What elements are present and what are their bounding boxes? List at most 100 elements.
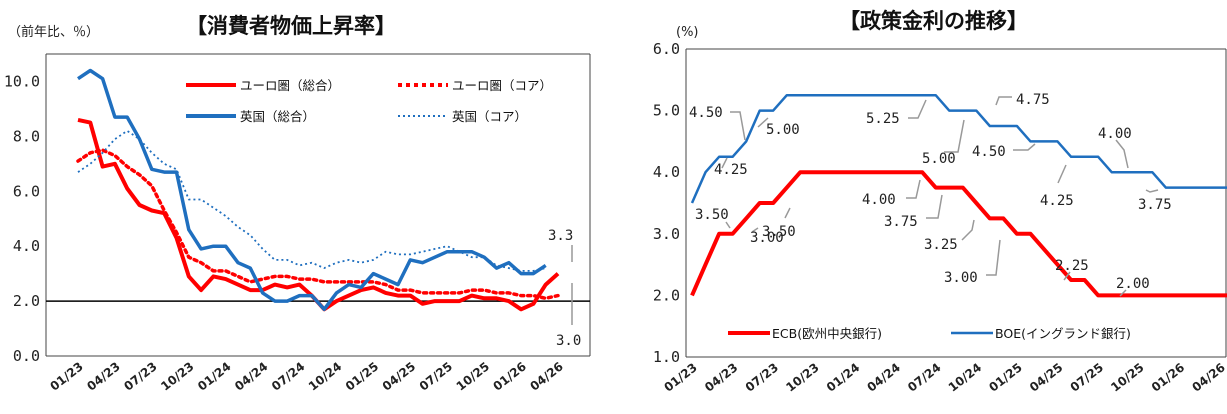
leader-ecb-375 <box>926 194 943 219</box>
annotation-boe-425b: 4.25 <box>1040 193 1074 209</box>
legend-label-boe: BOE(イングランド銀行) <box>995 326 1131 341</box>
boe-annotations <box>721 96 1159 193</box>
rate-y-tick-label: 1.0 <box>653 348 680 366</box>
ecb-annotations <box>725 179 1127 297</box>
leader-boe-500b <box>944 119 965 153</box>
rate-series-line-1 <box>690 93 1227 204</box>
cpi-y-tick-label: 6.0 <box>13 182 40 200</box>
annotation-boe-525: 5.25 <box>866 111 900 127</box>
leader-ecb-300b <box>986 239 1001 276</box>
cpi-x-tick-label: 10/25 <box>454 359 492 393</box>
annotation-ecb-400: 4.00 <box>862 192 896 208</box>
leader-ecb-200 <box>1119 289 1127 297</box>
leader-ecb-400 <box>906 179 921 199</box>
annotation-boe-375: 3.75 <box>1138 197 1172 213</box>
policy-rate-chart-title: 【政策金利の推移】 <box>839 9 1028 33</box>
rate-y-tick-label: 3.0 <box>653 225 680 243</box>
leader-boe-425 <box>721 157 728 169</box>
annotation-boe-500b: 5.00 <box>922 151 956 167</box>
annotation-ecb-300: 3.00 <box>750 230 784 246</box>
cpi-x-tick-label: 07/23 <box>121 359 159 393</box>
leader-boe-425b <box>1057 164 1067 184</box>
rate-x-tick-label: 07/24 <box>905 360 943 394</box>
annotation-ecb-300b: 3.00 <box>944 270 978 286</box>
leader-ecb-325 <box>961 219 975 241</box>
rate-x-tick-label: 01/26 <box>1149 360 1187 394</box>
cpi-y-tick-label: 4.0 <box>13 237 40 255</box>
rate-x-tick-label: 07/25 <box>1068 360 1106 394</box>
leader-boe-525 <box>908 99 927 119</box>
rate-y-tick-label: 2.0 <box>653 286 680 304</box>
leader-boe-475 <box>995 96 1012 106</box>
cpi-y-tick-label: 0.0 <box>13 347 40 365</box>
rate-x-tick-label: 07/23 <box>743 360 781 394</box>
cpi-x-tick-label: 07/24 <box>269 359 307 393</box>
leader-ecb-350a <box>725 221 731 229</box>
legend-label-uk-core: 英国（コア） <box>452 109 527 124</box>
leader-boe-450 <box>730 111 746 141</box>
rate-legend: ECB(欧州中央銀行) BOE(イングランド銀行) <box>728 326 1131 341</box>
legend-label-euro-core: ユーロ圏（コア） <box>452 78 552 93</box>
cpi-x-tick-label: 04/25 <box>380 359 418 393</box>
rate-series-line-0 <box>690 170 1227 298</box>
annotation-boe-450b: 4.50 <box>972 144 1006 160</box>
annotation-boe-425: 4.25 <box>714 162 748 178</box>
cpi-x-tick-label: 07/25 <box>417 359 455 393</box>
annotation-boe-475: 4.75 <box>1016 92 1050 108</box>
annotation-ecb-350a: 3.50 <box>695 207 729 223</box>
annotation-boe-450: 4.50 <box>689 105 723 121</box>
leader-ecb-300 <box>751 227 759 233</box>
leader-boe-450b <box>1013 143 1036 151</box>
cpi-x-tick-label: 04/23 <box>84 359 122 393</box>
cpi-chart-title: 【消費者物価上昇率】 <box>186 14 396 38</box>
rate-x-tick-label: 01/24 <box>824 360 862 394</box>
policy-rate-chart: 【政策金利の推移】 (%) 1.02.03.04.05.06.0 01/23 04… <box>653 9 1227 395</box>
cpi-series-line-2 <box>77 68 547 312</box>
cpi-x-tick-label: 04/26 <box>527 359 565 393</box>
cpi-series-line-3 <box>77 129 546 272</box>
rate-x-tick-label: 04/26 <box>1189 360 1227 394</box>
cpi-x-tick-label: 10/24 <box>306 359 344 393</box>
legend-label-ecb: ECB(欧州中央銀行) <box>772 326 882 341</box>
rate-x-tick-label: 10/23 <box>783 360 821 394</box>
legend-label-uk-headline: 英国（総合） <box>240 109 315 124</box>
cpi-chart: 【消費者物価上昇率】 （前年比、％） 0.0 2.0 4.0 6.0 8.0 10.0 0… <box>4 14 591 394</box>
cpi-y-tick-label: 10.0 <box>4 72 40 90</box>
leader-ecb-350b <box>784 207 791 219</box>
annotation-euro-end: 3.0 <box>556 333 581 349</box>
cpi-x-tick-label: 01/25 <box>343 359 381 393</box>
annotation-ecb-325: 3.25 <box>924 237 958 253</box>
annotation-boe-400: 4.00 <box>1098 126 1132 142</box>
annotation-ecb-350b: 3.50 <box>762 224 796 240</box>
leader-boe-375 <box>1145 189 1159 193</box>
rate-x-tick-label: 10/25 <box>1108 360 1146 394</box>
rate-x-tick-label: 10/24 <box>946 360 984 394</box>
annotation-ecb-200: 2.00 <box>1116 276 1150 292</box>
annotation-ecb-375: 3.75 <box>884 214 918 230</box>
rate-y-tick-label: 5.0 <box>653 102 680 120</box>
rate-x-tick-label: 04/24 <box>865 360 903 394</box>
leader-ecb-225 <box>1063 271 1071 281</box>
cpi-x-tick-label: 10/23 <box>158 359 196 393</box>
cpi-x-tick-label: 01/26 <box>491 359 529 393</box>
cpi-x-tick-label: 04/24 <box>232 359 270 393</box>
cpi-x-tick-label: 01/23 <box>47 359 85 393</box>
cpi-series-line-1 <box>76 148 560 301</box>
cpi-x-tick-label: 01/24 <box>195 359 233 393</box>
rate-y-tick-label: 6.0 <box>653 40 680 58</box>
annotation-ecb-225: 2.25 <box>1055 258 1089 274</box>
leader-boe-500a <box>757 117 769 128</box>
cpi-legend: ユーロ圏（総合） ユーロ圏（コア） 英国（総合） 英国（コア） <box>186 78 552 124</box>
rate-x-tick-label: 01/25 <box>986 360 1024 394</box>
cpi-y-tick-label: 2.0 <box>13 292 40 310</box>
cpi-unit-label: （前年比、％） <box>8 24 99 40</box>
annotation-boe-500a: 5.00 <box>766 122 800 138</box>
annotation-uk-end: 3.3 <box>548 228 573 244</box>
policy-rate-unit-label: (%) <box>676 25 699 40</box>
cpi-y-tick-label: 8.0 <box>13 127 40 145</box>
rate-x-tick-label: 04/25 <box>1027 360 1065 394</box>
rate-x-tick-label: 04/23 <box>702 360 740 394</box>
leader-boe-400 <box>1115 139 1129 169</box>
legend-label-euro-headline: ユーロ圏（総合） <box>240 78 340 93</box>
rate-y-tick-label: 4.0 <box>653 163 680 181</box>
